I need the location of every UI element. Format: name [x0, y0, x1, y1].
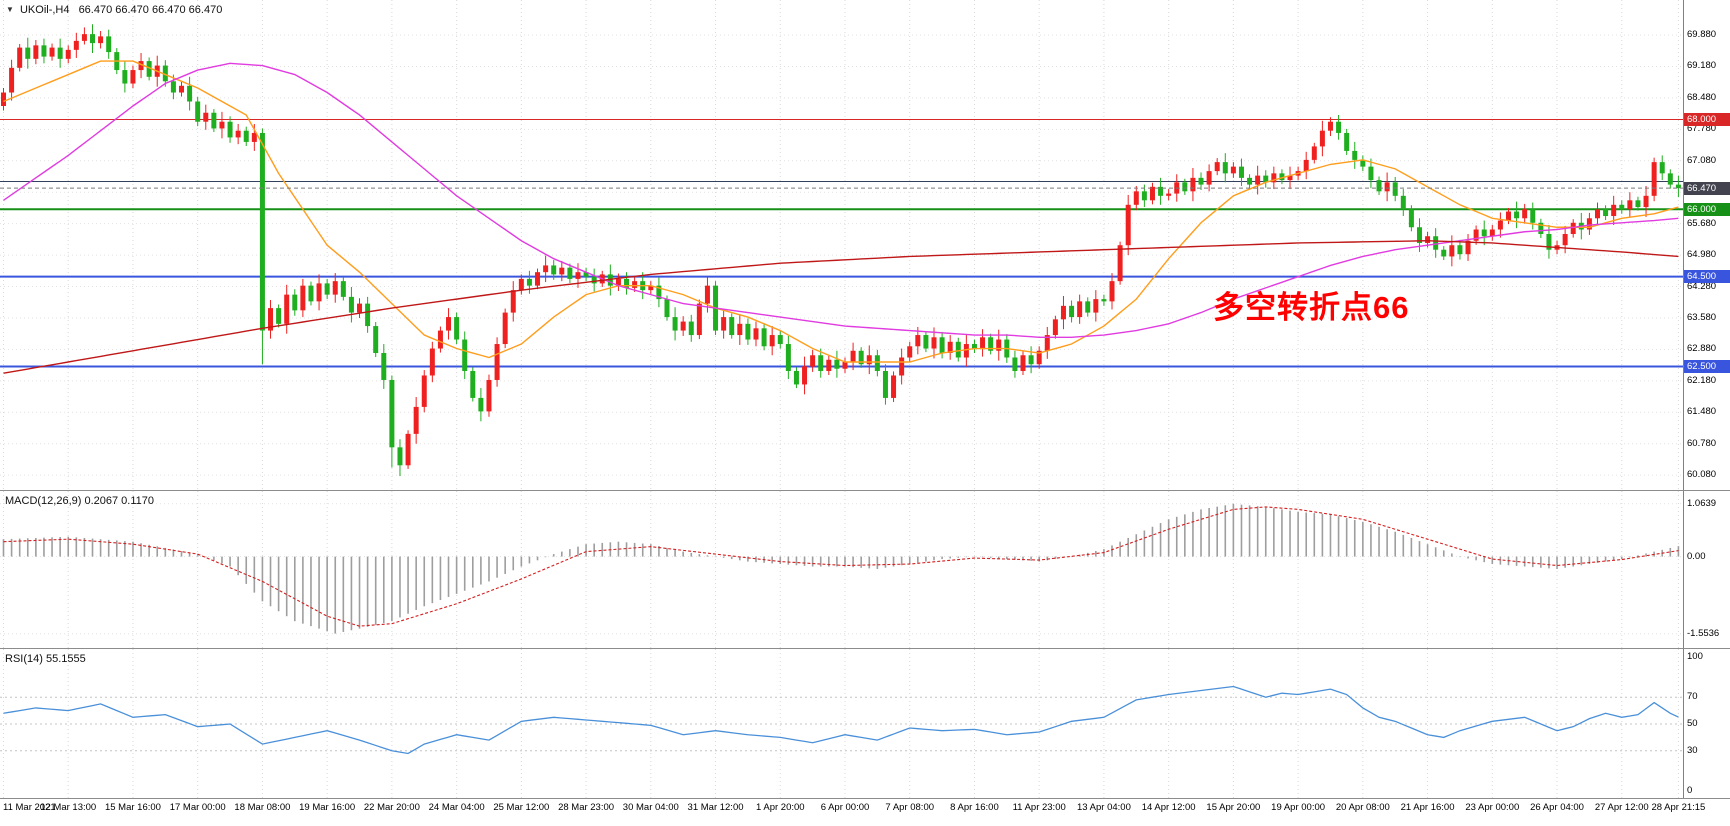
time-axis-label: 1 Apr 20:00 — [755, 802, 805, 813]
price-axis-label: 60.780 — [1687, 437, 1717, 449]
price-axis-label: 62.180 — [1687, 374, 1717, 386]
price-axis-label: 67.780 — [1687, 123, 1717, 135]
time-axis-label: 11 Mar 2021 — [3, 802, 56, 813]
time-axis-label: 30 Mar 04:00 — [622, 802, 679, 813]
chart-annotation-text: 多空转折点66 — [1213, 290, 1410, 325]
rsi-axis-label: 0 — [1687, 785, 1693, 796]
time-axis-label: 26 Apr 04:00 — [1530, 802, 1584, 813]
time-axis-label: 12 Mar 13:00 — [40, 802, 97, 813]
pane-separator[interactable] — [0, 648, 1730, 649]
time-axis-label: 11 Apr 23:00 — [1012, 802, 1066, 813]
time-axis-label: 22 Mar 20:00 — [363, 802, 420, 813]
time-axis-label: 14 Apr 12:00 — [1141, 802, 1196, 813]
time-axis-label: 8 Apr 16:00 — [950, 802, 999, 813]
price-axis-label: 60.080 — [1687, 469, 1717, 481]
rsi-canvas[interactable] — [0, 649, 1683, 798]
pane-separator — [0, 798, 1730, 799]
time-axis-label: 28 Apr 21:15 — [1651, 802, 1706, 813]
time-axis-label: 25 Mar 12:00 — [493, 802, 550, 813]
rsi-axis-label: 100 — [1687, 651, 1703, 662]
rsi-axis-label: 70 — [1687, 691, 1698, 703]
time-axis-label: 27 Apr 12:00 — [1594, 802, 1649, 813]
price-axis-label: 68.480 — [1687, 91, 1717, 103]
macd-canvas[interactable] — [0, 491, 1683, 648]
macd-axis-label: 1.0639 — [1687, 497, 1717, 509]
time-axis-label: 6 Apr 00:00 — [820, 802, 870, 813]
macd-axis[interactable]: 1.0639 0.00 -1.5536 — [1683, 491, 1730, 648]
chart-ohlc-values: 66.470 66.470 66.470 66.470 — [78, 4, 223, 16]
time-axis-label: 31 Mar 12:00 — [687, 802, 744, 813]
price-axis-tag: 68.000 — [1684, 112, 1730, 126]
macd-axis-label: 0.00 — [1687, 550, 1706, 562]
chevron-down-icon[interactable]: ▼ — [6, 5, 14, 14]
price-axis-label: 69.880 — [1687, 29, 1717, 41]
price-axis[interactable]: 69.880 69.180 68.480 67.780 67.080 65.680 64.9… — [1683, 0, 1730, 490]
time-axis-label: 21 Apr 16:00 — [1400, 802, 1455, 813]
time-axis-label: 13 Apr 04:00 — [1076, 802, 1131, 813]
time-axis-label: 18 Mar 08:00 — [234, 802, 291, 813]
rsi-axis-label: 30 — [1687, 744, 1698, 756]
time-axis-label: 17 Mar 00:00 — [169, 802, 226, 813]
time-axis-label: 7 Apr 08:00 — [885, 802, 935, 813]
time-axis-label: 15 Mar 16:00 — [104, 802, 161, 813]
time-axis-label: 15 Apr 20:00 — [1206, 802, 1261, 813]
time-axis[interactable]: 11 Mar 2021 12 Mar 13:00 15 Mar 16:00 17 Ma… — [0, 799, 1730, 826]
price-axis-label: 67.080 — [1687, 154, 1717, 166]
rsi-title: RSI(14) 55.1555 — [5, 653, 86, 665]
rsi-axis-label: 50 — [1687, 718, 1698, 729]
macd-axis-label: -1.5536 — [1687, 627, 1720, 639]
macd-title: MACD(12,26,9) 0.2067 0.1170 — [5, 495, 154, 507]
price-axis-label: 62.880 — [1687, 343, 1717, 355]
price-axis-label: 63.580 — [1687, 311, 1717, 323]
rsi-axis[interactable]: 100 70 50 30 0 — [1683, 649, 1730, 798]
chart-symbol-period: UKOil-,H4 — [19, 4, 70, 16]
price-axis-label: 64.980 — [1687, 249, 1717, 261]
price-axis-label: 65.680 — [1687, 217, 1717, 229]
chart-title: ▼ UKOil-,H4 66.470 66.470 66.470 66.470 — [6, 4, 222, 16]
price-axis-tag: 66.000 — [1684, 202, 1730, 216]
price-axis-label: 64.280 — [1687, 280, 1717, 292]
price-axis-label: 69.180 — [1687, 60, 1717, 72]
time-axis-label: 20 Apr 08:00 — [1335, 802, 1390, 813]
price-axis-tag: 62.500 — [1684, 359, 1730, 373]
time-axis-label: 28 Mar 23:00 — [558, 802, 615, 813]
time-axis-label: 19 Mar 16:00 — [299, 802, 356, 813]
time-axis-label: 19 Apr 00:00 — [1271, 802, 1326, 813]
pane-separator[interactable] — [0, 490, 1730, 491]
price-axis-tag: 64.500 — [1684, 270, 1730, 284]
time-axis-label: 24 Mar 04:00 — [428, 802, 485, 813]
main-chart-canvas[interactable] — [0, 0, 1683, 490]
time-axis-label: 23 Apr 00:00 — [1465, 802, 1520, 813]
price-axis-label: 61.480 — [1687, 406, 1717, 418]
price-axis-tag: 66.470 — [1684, 181, 1730, 195]
